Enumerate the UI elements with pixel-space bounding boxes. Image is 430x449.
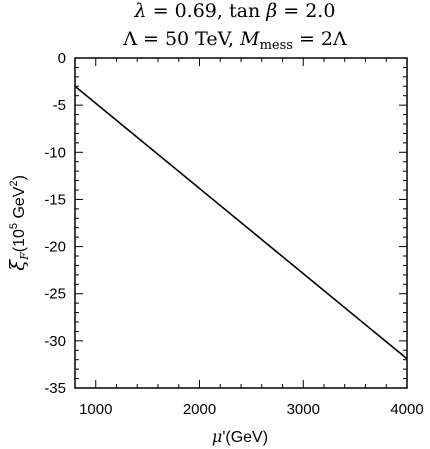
series-group [74, 85, 408, 360]
y-tick-label: -10 [44, 144, 66, 161]
x-axis-tick-labels: 1000 2000 3000 4000 [79, 401, 424, 418]
y-tick-label: -30 [44, 333, 66, 350]
y-tick-label: -15 [44, 191, 66, 208]
x-tick-label: 3000 [287, 401, 320, 418]
x-tick-label: 1000 [79, 401, 112, 418]
x-tick-label: 4000 [390, 401, 423, 418]
series-line-1 [74, 85, 408, 360]
y-tick-label: -35 [44, 380, 66, 397]
y-tick-label: 0 [58, 50, 66, 67]
x-axis-label: μ'(GeV) [212, 427, 268, 446]
chart-title-line-2: Λ = 50 TeV, Mmess = 2Λ [122, 28, 347, 53]
y-axis-label: ξF(105 GeV2) [5, 175, 31, 271]
y-tick-label: -20 [44, 239, 66, 256]
y-tick-label: -25 [44, 286, 66, 303]
y-tick-label: -5 [53, 97, 66, 114]
y-axis-tick-labels: 0 -5 -10 -15 -20 -25 -30 -35 [44, 50, 66, 397]
y-axis-ticks [75, 57, 407, 389]
x-tick-label: 2000 [183, 401, 216, 418]
chart-title-line-1: λ = 0.69, tan β = 2.0 [134, 0, 336, 22]
x-axis-ticks [95, 58, 408, 388]
